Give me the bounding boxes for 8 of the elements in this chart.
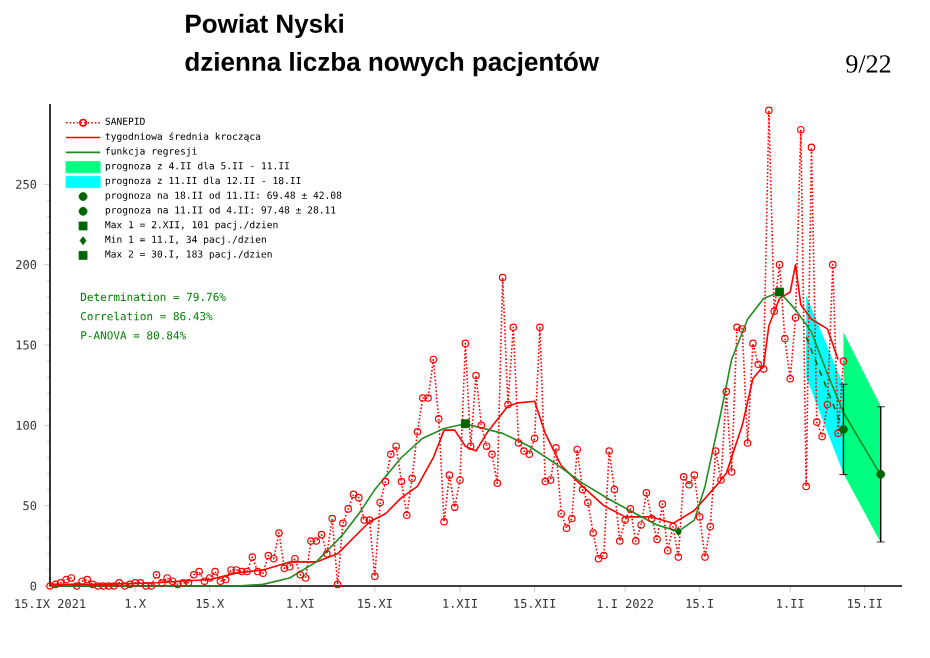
chart-subtitle: dzienna liczba nowych pacjentów bbox=[185, 51, 600, 77]
chart-title: Powiat Nyski bbox=[186, 13, 343, 39]
point bbox=[876, 469, 886, 479]
point bbox=[839, 424, 848, 434]
point bbox=[460, 419, 470, 429]
text: 9/22 bbox=[846, 55, 891, 73]
point bbox=[674, 526, 682, 536]
point bbox=[775, 287, 784, 297]
